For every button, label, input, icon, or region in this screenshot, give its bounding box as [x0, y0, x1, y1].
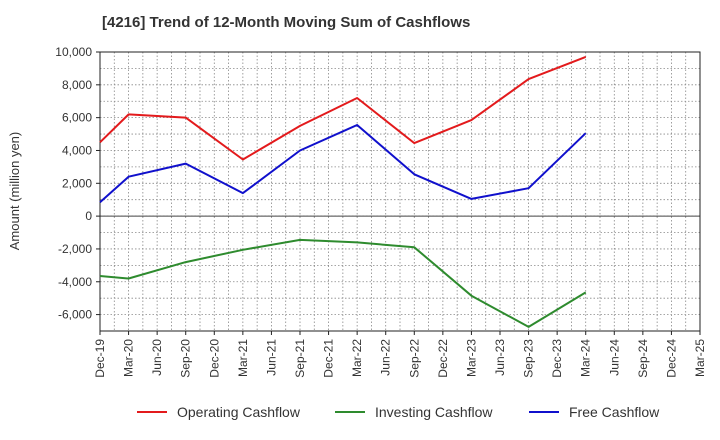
x-tick-label: Dec-20	[207, 339, 221, 378]
legend-label: Operating Cashflow	[177, 404, 300, 420]
x-tick-label: Jun-22	[379, 339, 393, 376]
x-tick-label: Mar-23	[464, 339, 478, 377]
y-tick-label: -6,000	[58, 308, 92, 322]
legend-swatch	[137, 411, 167, 413]
legend-label: Free Cashflow	[569, 404, 660, 420]
x-axis-ticks: Dec-19 Mar-20 Jun-20 Sep-20 Dec-20 Mar-21 Jun-…	[93, 331, 707, 378]
y-axis-ticks: -6,000 -4,000 -2,000 0 2,000 4,000 6,000 8,000 1…	[55, 45, 100, 322]
series-lines	[99, 55, 587, 328]
y-tick-label: 6,000	[62, 111, 92, 125]
x-tick-label: Dec-21	[322, 339, 336, 378]
y-tick-label: 10,000	[55, 45, 92, 59]
x-tick-label: Mar-24	[579, 339, 593, 377]
x-tick-label: Jun-21	[264, 339, 278, 376]
x-tick-label: Dec-22	[436, 339, 450, 378]
series-line-investing-cashflow	[99, 238, 587, 328]
y-tick-label: 4,000	[62, 143, 92, 157]
x-tick-label: Mar-25	[693, 339, 707, 377]
series-line-free-cashflow	[99, 124, 587, 203]
y-tick-label: 2,000	[62, 176, 92, 190]
x-tick-label: Sep-23	[522, 339, 536, 378]
legend-label: Investing Cashflow	[375, 404, 493, 420]
x-tick-label: Sep-22	[407, 339, 421, 378]
y-tick-label: -2,000	[58, 242, 92, 256]
y-tick-label: 8,000	[62, 78, 92, 92]
grid	[100, 52, 700, 331]
x-tick-label: Mar-20	[122, 339, 136, 377]
y-tick-label: -4,000	[58, 275, 92, 289]
x-tick-label: Sep-20	[179, 339, 193, 378]
y-axis-label: Amount (million yen)	[7, 132, 22, 251]
legend-item-operating-cashflow: Operating Cashflow	[137, 404, 300, 420]
x-tick-label: Mar-21	[236, 339, 250, 377]
series-line-operating-cashflow	[99, 55, 587, 161]
legend-swatch	[529, 411, 559, 413]
plot-area	[99, 51, 701, 332]
chart-title: [4216] Trend of 12-Month Moving Sum of C…	[102, 14, 471, 31]
x-tick-label: Dec-24	[664, 339, 678, 378]
legend-swatch	[335, 411, 365, 413]
x-tick-label: Dec-19	[93, 339, 107, 378]
x-tick-label: Sep-24	[636, 339, 650, 378]
x-tick-label: Jun-23	[493, 339, 507, 376]
x-tick-label: Jun-24	[607, 339, 621, 376]
x-tick-label: Dec-23	[550, 339, 564, 378]
x-tick-label: Mar-22	[350, 339, 364, 377]
y-tick-label: 0	[85, 209, 92, 223]
legend-item-free-cashflow: Free Cashflow	[529, 404, 659, 420]
legend-item-investing-cashflow: Investing Cashflow	[335, 404, 493, 420]
x-tick-label: Jun-20	[150, 339, 164, 376]
legend: Operating Cashflow Investing Cashflow Free…	[0, 404, 720, 426]
x-tick-label: Sep-21	[293, 339, 307, 378]
